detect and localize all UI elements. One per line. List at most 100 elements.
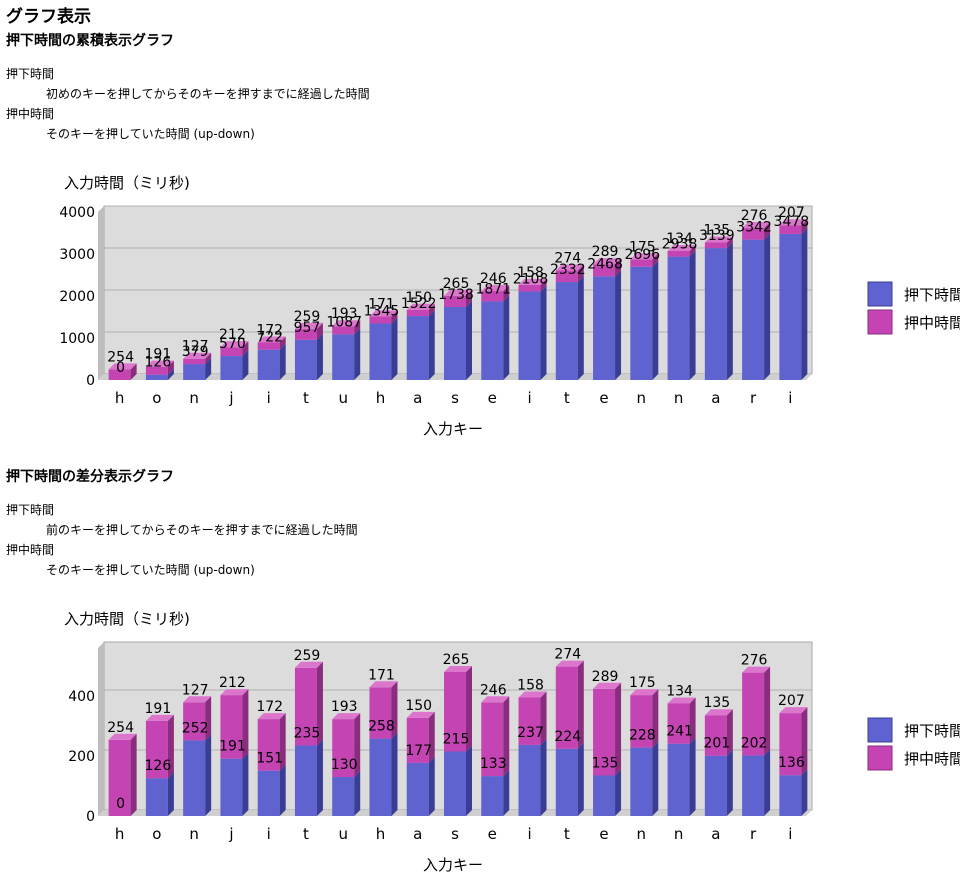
bar-segment-front [742, 228, 765, 240]
x-tick-label: u [338, 825, 348, 843]
data-label: 126 [145, 758, 172, 774]
bar-segment-side [577, 276, 584, 380]
data-label: 228 [629, 728, 656, 744]
data-label: 177 [405, 743, 432, 759]
definition-term: 押下時間 [6, 503, 55, 517]
data-label: 1871 [475, 281, 511, 297]
bar-segment-front [406, 309, 429, 317]
bar-segment-side [391, 310, 398, 324]
bar-segment-side [242, 341, 249, 357]
bar-segment-side [503, 770, 510, 816]
bar-segment-side [466, 301, 472, 380]
bar-segment-front [593, 688, 616, 776]
bar-top [145, 714, 174, 721]
x-tick-label: t [564, 825, 570, 843]
bar-segment-front [369, 316, 392, 324]
x-tick-label: i [267, 389, 271, 407]
bar-segment-side [801, 769, 808, 816]
y-tick-label: 4000 [59, 205, 95, 221]
bar-segment-side [689, 250, 696, 380]
data-label: 172 [256, 322, 283, 338]
bar-top [518, 278, 547, 285]
data-label: 1738 [438, 287, 474, 303]
bar-segment-front [518, 291, 541, 380]
bar-segment-front [332, 334, 355, 380]
x-axis-label: 入力キー [423, 420, 483, 438]
bar-segment-front [593, 775, 616, 816]
y-tick-label: 2000 [59, 289, 95, 305]
definition-term: 押中時間 [6, 107, 55, 121]
data-label: 134 [666, 684, 693, 700]
x-tick-label: e [599, 825, 608, 843]
bar-segment-front [145, 366, 168, 375]
difference-chart: 0 200 400 入力時間（ミリ秒) 入力キー 0 254 h 126 191 o 252 127 n 1… [64, 610, 960, 874]
data-label: 215 [443, 732, 470, 748]
bar-segment-side [354, 320, 361, 335]
data-label: 3139 [699, 228, 735, 244]
bar-segment-front [630, 259, 653, 267]
bar-segment-front [369, 323, 392, 380]
data-label: 258 [368, 719, 395, 735]
bar-segment-side [577, 742, 584, 816]
bar-segment-side [652, 741, 659, 816]
legend-label: 押下時間 [904, 722, 960, 740]
bar-segment-side [205, 734, 212, 816]
bar-segment-side [316, 333, 323, 380]
bar-segment-side [615, 258, 622, 277]
definition-desc: 初めのキーを押してからそのキーを押すまでに経過した時間 [46, 87, 370, 101]
legend-swatch [867, 745, 893, 771]
definition-term: 押下時間 [6, 67, 55, 81]
data-label: 259 [294, 648, 321, 664]
bar-top [294, 661, 323, 668]
bar-segment-side [466, 289, 472, 308]
bar-top [630, 253, 659, 260]
bar-segment-front [779, 233, 802, 380]
x-tick-label: n [189, 389, 199, 407]
data-label: 172 [256, 699, 283, 715]
x-tick-label: e [488, 389, 497, 407]
bar-segment-front [593, 276, 616, 380]
bar-segment-side [354, 328, 361, 380]
bar-top [332, 713, 361, 720]
data-label: 158 [517, 265, 544, 281]
bar-segment-front [742, 672, 765, 756]
bar-segment-front [779, 713, 802, 776]
data-label: 2696 [624, 247, 660, 263]
data-label: 276 [741, 208, 768, 224]
data-label: 171 [368, 296, 395, 312]
bar-segment-front [704, 242, 727, 249]
bar-segment-side [764, 222, 771, 240]
legend-label: 押下時間 [904, 286, 960, 304]
legend-swatch [867, 281, 893, 307]
bar-segment-side [577, 660, 584, 749]
bar-segment-front [183, 740, 206, 816]
bar-segment-front [220, 695, 243, 759]
data-label: 246 [480, 682, 507, 698]
bar-segment-front [145, 778, 168, 816]
bar-segment-side [279, 343, 286, 380]
bar-segment-front [704, 248, 727, 380]
bar-segment-side [130, 733, 137, 816]
bar-segment-side [205, 358, 212, 380]
bar-segment-side [205, 696, 212, 741]
y-axis-label: 入力時間（ミリ秒) [64, 174, 190, 192]
bar-segment-side [540, 691, 547, 745]
x-tick-label: h [115, 825, 125, 843]
definition-desc: 前のキーを押してからそのキーを押すまでに経過した時間 [46, 523, 358, 537]
x-tick-label: n [637, 825, 647, 843]
bar-segment-front [369, 687, 392, 739]
bar-segment-side [205, 352, 212, 365]
bar-segment-front [406, 762, 429, 816]
bar-top [406, 711, 435, 718]
bar-top [444, 289, 472, 296]
bar-segment-side [577, 264, 584, 283]
bar-segment-side [391, 317, 398, 380]
bar-segment-side [503, 285, 510, 302]
bar-top [555, 264, 584, 271]
bar-segment-side [652, 260, 659, 380]
data-label: 135 [592, 756, 619, 772]
data-label: 2938 [662, 237, 698, 253]
data-label: 136 [778, 755, 805, 771]
y-tick-label: 0 [86, 373, 95, 389]
x-tick-label: u [338, 389, 348, 407]
